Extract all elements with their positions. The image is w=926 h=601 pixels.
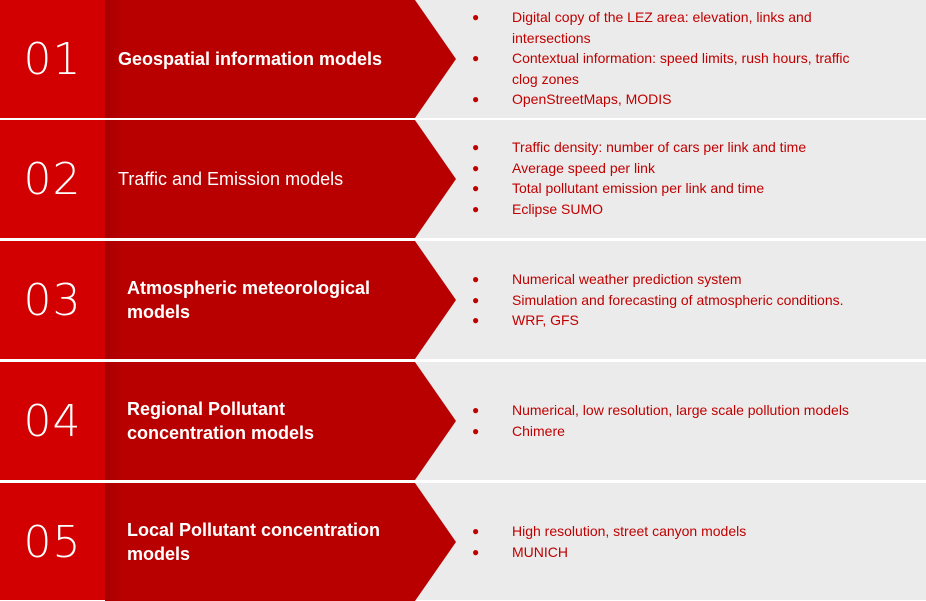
bullet-item: ● Total pollutant emission per link and t…: [472, 178, 872, 199]
bullet-dot-icon: ●: [472, 524, 480, 538]
chevron-arrow-shape: [105, 0, 456, 118]
step-number: 01: [23, 33, 82, 85]
bullet-dot-icon: ●: [472, 181, 480, 195]
bullet-item: ● Digital copy of the LEZ area: elevation…: [472, 9, 812, 46]
bullet-item: ● High resolution, street canyon models: [472, 521, 872, 542]
bullet-dot-icon: ●: [472, 403, 480, 417]
bullet-dot-icon: ●: [472, 51, 480, 65]
step-title: Geospatial information models: [118, 49, 383, 69]
bullet-item: ● Contextual information: speed limits, r…: [472, 50, 850, 87]
step-title: Local Pollutant concentration models: [127, 520, 381, 564]
step-number: 04: [23, 395, 82, 447]
bullet-dot-icon: ●: [472, 272, 480, 286]
bullet-item: ● Traffic density: number of cars per lin…: [472, 137, 872, 158]
model-row-regional-pollutant: 04 Regional Pollutant concentration mode…: [0, 362, 926, 480]
chevron-arrow-shape: [105, 120, 456, 238]
chevron-arrow-shape: [105, 362, 456, 480]
model-row-traffic: 02 Traffic and Emission models ● Traffic …: [0, 120, 926, 238]
step-title: Atmospheric meteorological models: [127, 278, 371, 322]
step-number: 05: [23, 516, 82, 568]
step-number: 03: [23, 274, 82, 326]
bullet-item: ● Numerical weather prediction system: [472, 269, 872, 290]
bullet-item: ● Simulation and forecasting of atmospher…: [472, 290, 872, 311]
number-box: [0, 483, 105, 600]
step-title: Regional Pollutant concentration models: [127, 399, 315, 443]
model-row-meteorological: 03 Atmospheric meteorological models ● Nu…: [0, 241, 926, 359]
bullet-item: ● Average speed per link: [472, 158, 872, 179]
bullet-item: ● MUNICH: [472, 542, 872, 563]
step-title: Traffic and Emission models: [118, 169, 344, 189]
bullet-dot-icon: ●: [472, 313, 480, 327]
bullet-dot-icon: ●: [472, 423, 480, 438]
bullet-item: ● Chimere: [472, 421, 872, 442]
model-row-local-pollutant: 05 Local Pollutant concentration models …: [0, 483, 926, 601]
number-box: [0, 241, 105, 359]
bullet-list: ● Digital copy of the LEZ area: elevation…: [472, 7, 872, 110]
bullet-item: ● Eclipse SUMO: [472, 199, 872, 220]
bullet-dot-icon: ●: [472, 10, 480, 24]
bullet-dot-icon: ●: [472, 201, 480, 216]
chevron-arrow-shape: [105, 483, 456, 601]
step-number: 02: [23, 153, 82, 205]
bullet-dot-icon: ●: [472, 160, 480, 175]
bullet-list: ● Numerical weather prediction system ● Si…: [472, 269, 872, 331]
bullet-item: ● OpenStreetMaps, MODIS: [472, 89, 872, 110]
bullet-list: ● Numerical, low resolution, large scale …: [472, 400, 872, 441]
bullet-item: ● Numerical, low resolution, large scale …: [472, 400, 872, 421]
bullet-dot-icon: ●: [472, 140, 480, 154]
number-box: [0, 120, 105, 238]
bullet-list: ● High resolution, street canyon models ●…: [472, 521, 872, 562]
bullet-list: ● Traffic density: number of cars per lin…: [472, 137, 872, 219]
bullet-item: ● WRF, GFS: [472, 310, 872, 331]
chevron-arrow-shape: [105, 241, 456, 359]
number-box: [0, 0, 105, 118]
bullet-dot-icon: ●: [472, 544, 480, 559]
model-row-geospatial: 01 Geospatial information models ● Digita…: [0, 0, 926, 118]
number-box: [0, 362, 105, 480]
bullet-dot-icon: ●: [472, 92, 480, 106]
bullet-dot-icon: ●: [472, 292, 480, 307]
